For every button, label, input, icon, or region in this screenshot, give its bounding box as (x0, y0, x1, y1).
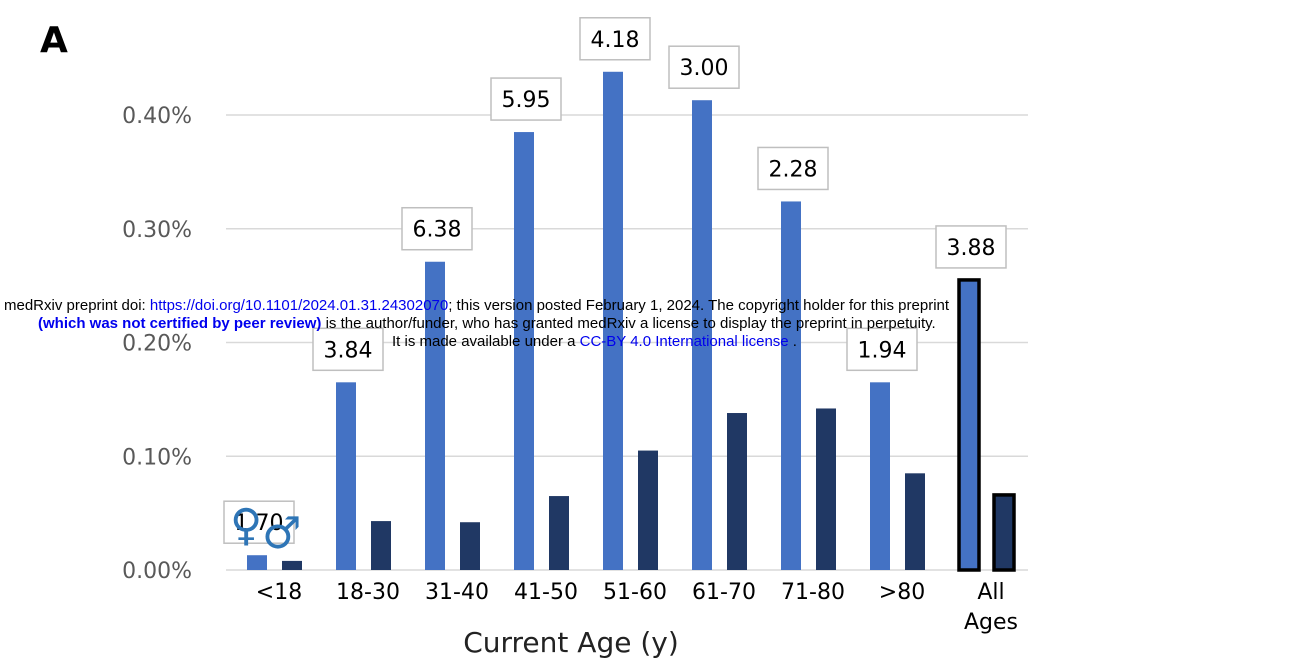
x-tick-label: All (977, 580, 1004, 605)
bar-male (282, 560, 302, 570)
bar-male (816, 408, 836, 570)
x-tick-label: 61-70 (692, 580, 756, 605)
bar-female (781, 201, 801, 570)
data-label-box (757, 146, 829, 191)
x-tick-label: Ages (964, 610, 1018, 635)
preprint-banner-line2: (which was not certified by peer review)… (0, 315, 1304, 333)
data-label: 3.00 (680, 56, 729, 81)
bar-male (460, 522, 480, 570)
data-label: 3.84 (324, 338, 373, 363)
data-label: 1.70 (235, 511, 284, 536)
data-label-box (490, 77, 562, 121)
license-link[interactable]: CC-BY 4.0 International license (579, 333, 789, 350)
bar-male (371, 521, 391, 570)
data-label-box (223, 500, 295, 544)
data-label: 6.38 (413, 218, 462, 243)
x-tick-label: 31-40 (425, 580, 489, 605)
data-label-box (312, 327, 384, 372)
banner-line3-prefix: It is made available under a (392, 333, 580, 350)
bar-male (905, 473, 925, 570)
y-tick-label: 0.40% (122, 104, 192, 129)
not-peer-reviewed-note: (which was not certified by peer review) (38, 315, 322, 332)
bar-female (514, 132, 534, 570)
doi-link[interactable]: https://doi.org/10.1101/2024.01.31.24302… (149, 297, 449, 314)
x-tick-label: 51-60 (603, 580, 667, 605)
data-label-box (668, 45, 740, 89)
data-label: 4.18 (591, 28, 640, 53)
male-icon: ♂ (262, 508, 301, 559)
x-tick-label: 41-50 (514, 580, 578, 605)
female-icon: ♀ (230, 500, 262, 551)
y-tick-label: 0.20% (122, 332, 192, 357)
data-label-box (846, 327, 918, 372)
x-tick-label: 71-80 (781, 580, 845, 605)
banner-line2-text: is the author/funder, who has granted me… (321, 315, 936, 332)
bar-male (549, 496, 569, 570)
bar-female (957, 278, 981, 572)
preprint-banner-line1: medRxiv preprint doi: https://doi.org/10… (0, 297, 1304, 315)
bars (247, 71, 1016, 572)
bar-male (727, 413, 747, 570)
data-label-box (935, 225, 1007, 269)
bar-female (336, 382, 356, 570)
data-label-box (401, 206, 473, 251)
bar-female (247, 555, 267, 570)
x-tick-label: <18 (256, 580, 302, 605)
x-tick-label: >80 (879, 580, 925, 605)
data-label-box (579, 17, 651, 61)
y-axis-ticks: 0.00% 0.10% 0.20% 0.30% 0.40% (122, 104, 192, 584)
bar-female (692, 100, 712, 571)
x-axis-ticks: <18 18-30 31-40 41-50 51-60 61-70 71-80 >80 All A… (256, 580, 1018, 635)
bar-male (992, 493, 1016, 572)
y-tick-label: 0.10% (122, 445, 192, 470)
x-tick-label: 18-30 (336, 580, 400, 605)
x-axis-title: Current Age (y) (463, 626, 679, 659)
banner-line3-suffix: . (788, 333, 797, 350)
bar-male (638, 450, 658, 570)
data-label: 2.28 (769, 157, 818, 182)
y-tick-label: 0.00% (122, 559, 192, 584)
data-labels: 1.70 3.84 6.38 5.95 4.18 3.00 2.28 1.94 3.88 (223, 17, 1007, 544)
data-label: 1.94 (858, 338, 907, 363)
data-label: 3.88 (947, 236, 996, 261)
bar-female (603, 71, 623, 571)
data-label: 5.95 (502, 88, 551, 113)
bar-female (870, 382, 890, 570)
panel-label: A (40, 20, 68, 61)
banner-suffix: ; this version posted February 1, 2024. … (448, 297, 950, 314)
bar-female (425, 261, 445, 570)
banner-prefix: medRxiv preprint doi: (4, 297, 150, 314)
preprint-banner-line3: It is made available under a CC-BY 4.0 I… (0, 333, 1304, 351)
y-tick-label: 0.30% (122, 218, 192, 243)
